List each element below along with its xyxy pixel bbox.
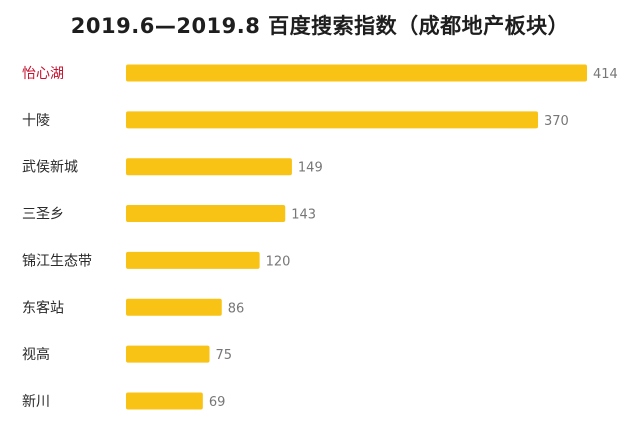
category-label: 东客站	[22, 299, 64, 316]
bar	[126, 64, 587, 82]
category-label: 三圣乡	[22, 207, 64, 223]
bar	[126, 111, 539, 129]
bar	[126, 345, 210, 363]
value-label: 120	[266, 254, 291, 269]
category-label: 锦江生态带	[22, 252, 92, 269]
bar	[126, 158, 292, 176]
bar	[126, 392, 203, 410]
value-label: 370	[544, 114, 569, 129]
value-label: 69	[209, 395, 226, 410]
category-label: 怡心湖	[22, 66, 64, 82]
chart-title: 2019.6—2019.8 百度搜索指数（成都地产板块）	[70, 14, 570, 38]
category-label: 武侯新城	[22, 160, 78, 176]
value-label: 86	[228, 301, 245, 316]
value-label: 75	[216, 348, 233, 363]
bar	[126, 205, 286, 223]
value-label: 143	[291, 208, 316, 223]
bar	[126, 251, 260, 269]
value-label: 414	[593, 67, 618, 82]
bar	[126, 298, 222, 316]
category-label: 新川	[22, 394, 50, 410]
category-label: 视高	[22, 346, 50, 363]
category-label: 十陵	[22, 113, 50, 129]
value-label: 149	[298, 161, 323, 176]
